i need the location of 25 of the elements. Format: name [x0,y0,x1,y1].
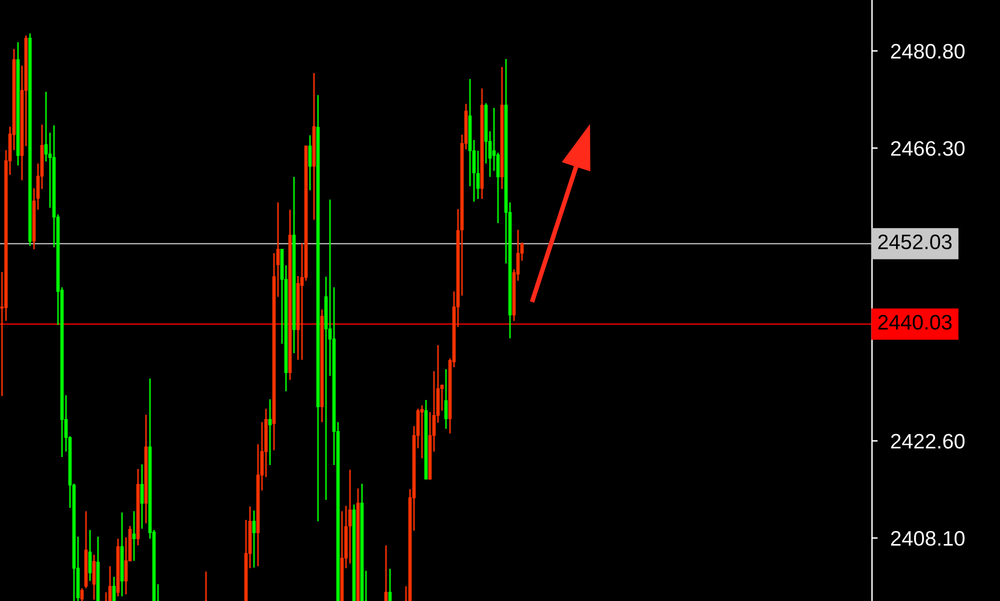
y-tick-label: 2466.30 [891,141,965,156]
candlestick [140,464,144,530]
candlestick [420,404,424,459]
candlestick [276,202,280,298]
y-tick-label: 2422.60 [891,434,965,449]
y-tick-label: 2480.80 [891,44,965,59]
candlestick [348,468,352,564]
candlestick [88,529,92,582]
candlestick [112,576,116,601]
candlestick [444,368,448,430]
candlestick [496,152,500,224]
candlestick [308,134,312,191]
candlestick [388,568,392,601]
candlestick [384,544,388,601]
y-tick-label: 2408.10 [891,531,965,546]
candlestick [476,150,480,200]
candlestick [80,588,84,601]
candlestick [108,565,112,601]
candlestick [92,554,96,600]
candlestick [252,510,256,568]
candlestick [44,91,48,162]
candlestick [132,510,136,562]
ref-line-label: 2452.03 [878,234,952,250]
ref-line-label: 2440.03 [878,314,952,330]
candlestick [268,398,272,466]
